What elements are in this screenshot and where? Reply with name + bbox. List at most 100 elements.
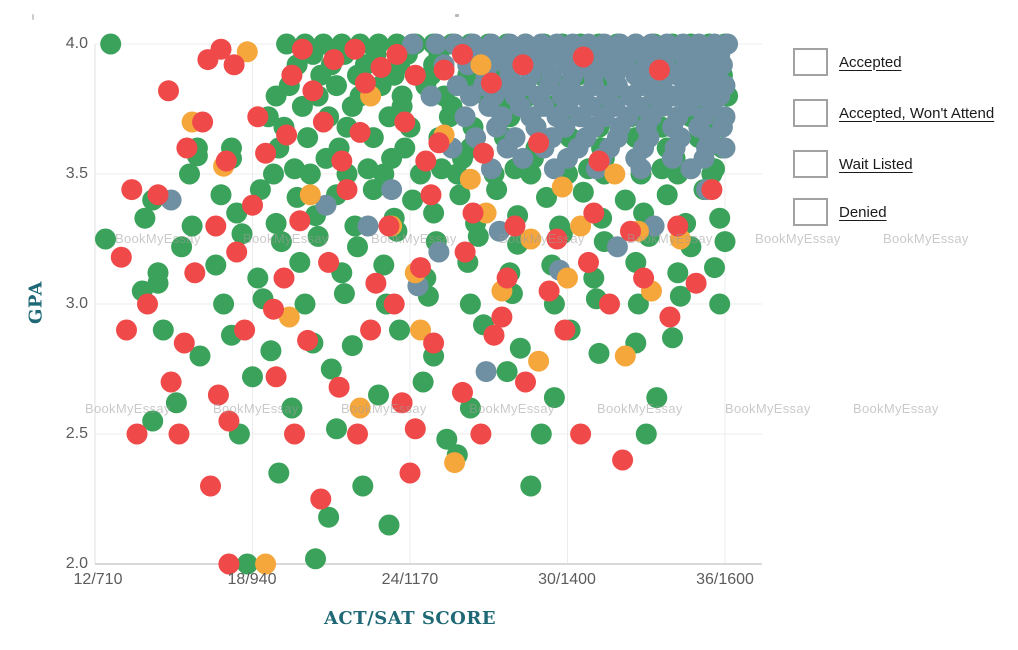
data-point [349, 121, 371, 143]
data-point [646, 387, 668, 409]
data-point [588, 342, 610, 364]
data-point [231, 223, 253, 245]
data-point [357, 215, 379, 237]
data-point [588, 150, 610, 172]
data-point [236, 41, 258, 63]
data-point [168, 423, 190, 445]
data-point [137, 293, 158, 315]
data-point [368, 384, 389, 406]
data-point [570, 423, 592, 445]
legend-item-wait-listed[interactable]: Wait Listed [793, 150, 913, 178]
data-point [486, 116, 508, 138]
watermark-text: BookMyEssay [341, 401, 427, 416]
data-point [410, 319, 431, 341]
data-point [452, 43, 473, 65]
legend-item-accepted-wont-attend[interactable]: Accepted, Won't Attend [793, 99, 994, 127]
data-point [302, 80, 324, 102]
data-point [378, 514, 400, 536]
data-point [614, 345, 636, 367]
wait-listed-swatch [793, 150, 828, 178]
watermark-text: BookMyEssay [243, 231, 329, 246]
data-point [347, 236, 368, 258]
data-point [404, 418, 426, 440]
legend-item-denied[interactable]: Denied [793, 198, 887, 226]
data-point [210, 184, 232, 206]
data-point [200, 475, 221, 497]
data-point [459, 85, 481, 107]
data-point [381, 179, 403, 201]
data-point [662, 327, 683, 349]
data-point [360, 319, 382, 341]
watermark-text: BookMyEssay [725, 401, 811, 416]
data-point [423, 202, 445, 224]
data-point [399, 462, 421, 484]
data-point [633, 267, 655, 289]
x-tick-label: 12/710 [73, 571, 123, 588]
data-point [370, 56, 392, 78]
data-point [512, 147, 534, 169]
data-point [714, 231, 736, 253]
data-point [557, 267, 578, 289]
data-point [554, 319, 576, 341]
data-point [318, 506, 340, 528]
data-point [110, 246, 132, 268]
watermark-text: BookMyEssay [115, 231, 201, 246]
data-point [176, 137, 198, 159]
data-point [570, 215, 592, 237]
data-point [528, 350, 550, 372]
data-point [486, 179, 508, 201]
watermark-text: BookMyEssay [85, 401, 171, 416]
data-point [543, 158, 565, 180]
data-point [433, 59, 455, 81]
data-point [210, 38, 232, 60]
data-point [312, 111, 334, 133]
legend-label: Accepted, Won't Attend [839, 104, 995, 122]
legend-item-accepted[interactable]: Accepted [793, 48, 902, 76]
data-point [454, 241, 476, 263]
data-point [289, 210, 311, 232]
data-point [268, 462, 290, 484]
data-point [572, 46, 594, 68]
data-point [192, 111, 214, 133]
data-point [247, 267, 269, 289]
data-point [184, 262, 206, 284]
data-point [669, 285, 691, 307]
data-point [328, 376, 350, 398]
data-point [255, 142, 277, 164]
data-point [263, 163, 284, 185]
data-point [362, 179, 384, 201]
data-point [431, 158, 452, 180]
data-point [226, 241, 248, 263]
legend-label: Accepted [839, 53, 902, 71]
data-point [520, 163, 542, 185]
data-point [528, 132, 550, 154]
data-point [454, 106, 476, 128]
data-point [465, 127, 487, 149]
data-point [701, 179, 723, 201]
data-point [381, 147, 403, 169]
data-point [318, 251, 340, 273]
data-point [438, 106, 460, 128]
data-point [344, 38, 366, 60]
data-point [349, 397, 371, 419]
data-point [625, 251, 647, 273]
data-point [158, 80, 179, 102]
data-point [147, 262, 169, 284]
data-point [242, 366, 263, 388]
data-point [428, 241, 450, 263]
data-point [320, 358, 342, 380]
data-point [459, 397, 481, 419]
data-point [236, 553, 258, 575]
data-point [189, 345, 211, 367]
data-point [315, 147, 337, 169]
data-point [284, 423, 305, 445]
data-point [347, 423, 368, 445]
data-point [583, 202, 605, 224]
data-point [126, 423, 148, 445]
data-point [307, 225, 329, 247]
data-point [606, 236, 628, 258]
data-point [667, 262, 689, 284]
data-point [249, 179, 271, 201]
